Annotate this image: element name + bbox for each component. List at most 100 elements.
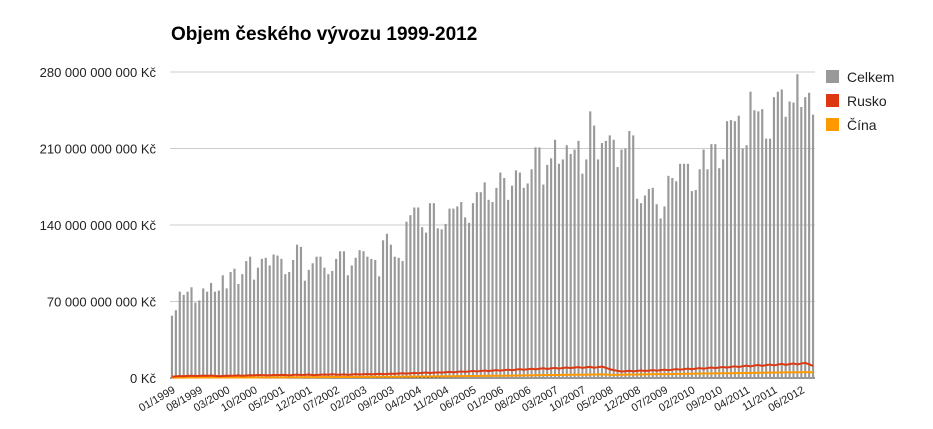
bar-celkem (616, 167, 619, 378)
bar-celkem (315, 256, 318, 378)
bar-celkem (186, 291, 189, 378)
y-tick-label: 70 000 000 000 Kč (47, 295, 157, 310)
bar-celkem (428, 203, 432, 378)
bar-celkem (272, 254, 275, 378)
bar-celkem (249, 256, 252, 378)
bar-celkem (417, 207, 420, 378)
bar-celkem (800, 106, 803, 378)
bar-celkem (495, 187, 498, 378)
bar-celkem (206, 291, 209, 378)
bar-celkem (581, 173, 584, 378)
legend-swatch (826, 70, 839, 83)
bar-celkem (507, 199, 510, 378)
bar-celkem (569, 153, 572, 378)
bar-celkem (264, 257, 267, 378)
bar-celkem (604, 140, 607, 378)
bar-celkem (182, 294, 185, 378)
bar-celkem (389, 244, 392, 378)
bar-celkem (729, 120, 733, 378)
line-cina (171, 371, 814, 379)
bar-celkem (381, 240, 385, 378)
x-axis-labels: 01/199908/199903/200010/200005/200112/20… (137, 384, 807, 414)
bar-celkem (503, 178, 506, 378)
bar-celkem (514, 170, 518, 378)
bar-celkem (464, 217, 467, 378)
bar-celkem (346, 275, 349, 378)
bar-celkem (295, 244, 299, 378)
bar-celkem (225, 288, 228, 378)
bar-celkem (475, 192, 478, 378)
line-rusko (171, 361, 814, 378)
bar-celkem (761, 109, 764, 378)
bar-celkem (174, 310, 177, 378)
bar-celkem (358, 250, 361, 378)
bar-celkem (288, 271, 291, 378)
legend: Celkem Rusko Čína (826, 69, 894, 133)
bar-celkem (647, 188, 650, 378)
bar-celkem (436, 228, 439, 378)
bar-celkem (335, 258, 338, 378)
bar-celkem (378, 276, 381, 378)
bar-celkem (636, 198, 639, 378)
bar-celkem (655, 204, 658, 378)
bar-celkem (737, 115, 740, 379)
bar-celkem (530, 169, 533, 378)
bar-celkem (448, 208, 451, 378)
bar-celkem (788, 101, 791, 378)
bar-celkem (229, 271, 232, 378)
bar-celkem (397, 257, 400, 378)
bar-celkem (260, 258, 263, 378)
bar-celkem (593, 125, 596, 378)
bar-celkem (792, 102, 795, 378)
bar-celkem (565, 145, 568, 378)
bar-celkem (659, 218, 662, 378)
bar-celkem (303, 280, 306, 378)
bar-celkem (354, 257, 357, 378)
bar-celkem (217, 290, 220, 378)
bar-celkem (690, 191, 693, 378)
bar-celkem (768, 138, 772, 378)
legend-label: Rusko (847, 93, 887, 109)
bar-celkem (499, 172, 502, 378)
bar-celkem (538, 147, 541, 378)
bar-celkem (811, 114, 815, 379)
bar-celkem (331, 270, 334, 378)
bars-celkem (170, 74, 815, 379)
bar-celkem (170, 315, 174, 378)
bar-celkem (675, 181, 678, 378)
bar-celkem (202, 288, 205, 378)
bar-celkem (452, 208, 455, 378)
bar-celkem (491, 202, 494, 378)
bar-celkem (651, 187, 654, 378)
bar-celkem (245, 261, 248, 378)
bar-celkem (444, 223, 447, 378)
bar-celkem (718, 168, 721, 378)
bar-celkem (190, 287, 193, 378)
bar-celkem (194, 302, 197, 378)
series-lines (171, 361, 814, 379)
bar-celkem (510, 185, 514, 378)
bar-celkem (241, 274, 244, 378)
bar-celkem (589, 111, 592, 378)
bar-celkem (421, 227, 424, 378)
bar-celkem (284, 274, 287, 378)
bar-celkem (401, 261, 404, 378)
bar-celkem (479, 192, 482, 378)
bar-celkem (362, 251, 365, 378)
bar-celkem (679, 163, 682, 378)
bar-celkem (424, 232, 428, 378)
bar-celkem (686, 163, 690, 378)
bar-celkem (542, 184, 545, 378)
bar-celkem (323, 267, 326, 378)
bar-celkem (221, 275, 224, 378)
bar-celkem (596, 159, 600, 378)
bar-celkem (233, 268, 236, 378)
legend-swatch (826, 94, 839, 107)
bar-celkem (409, 215, 412, 378)
bar-celkem (600, 143, 604, 378)
y-tick-label: 140 000 000 000 Kč (40, 218, 157, 233)
bar-celkem (327, 274, 330, 378)
bar-celkem (749, 91, 752, 379)
bar-celkem (725, 121, 729, 379)
